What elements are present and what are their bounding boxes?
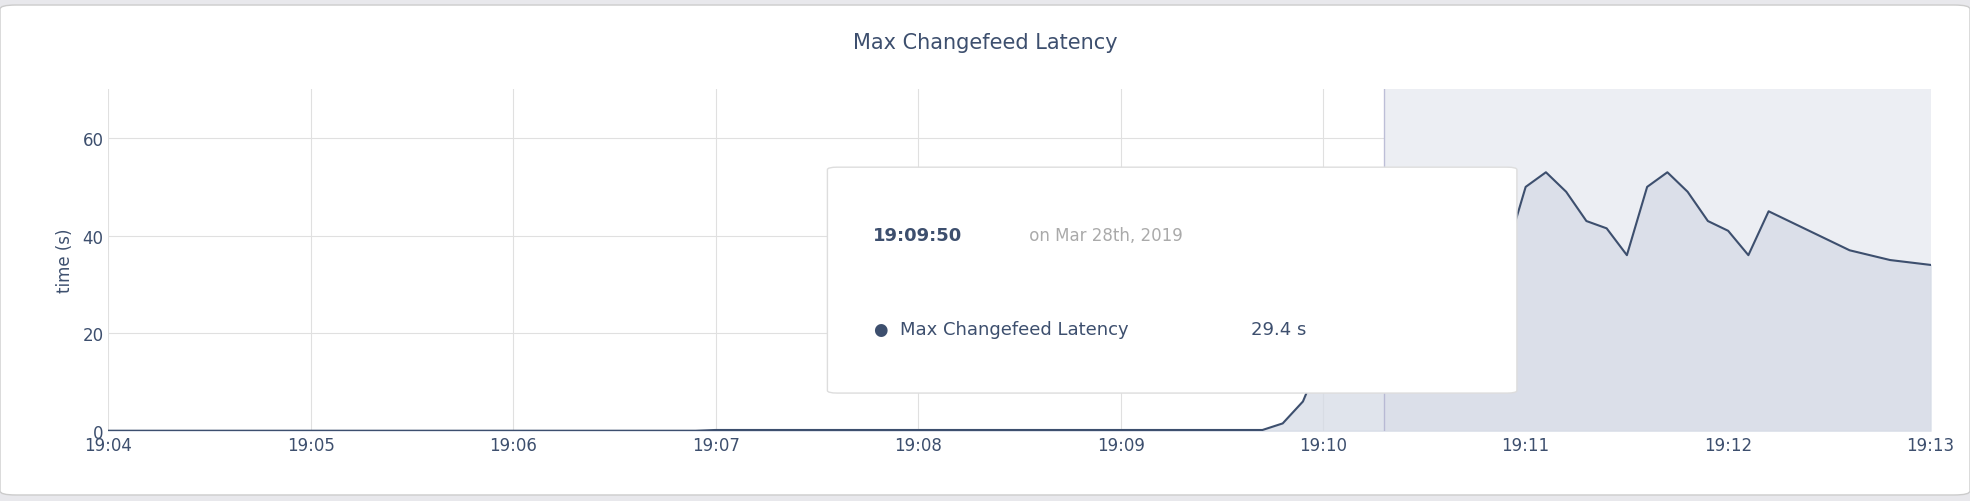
Text: ●: ● — [873, 320, 886, 338]
Text: 29.4 s: 29.4 s — [1251, 320, 1306, 338]
FancyBboxPatch shape — [0, 6, 1970, 495]
Text: on Mar 28th, 2019: on Mar 28th, 2019 — [1024, 226, 1184, 244]
Text: Max Changefeed Latency: Max Changefeed Latency — [900, 320, 1129, 338]
Text: 19:09:50: 19:09:50 — [873, 226, 961, 244]
Text: Max Changefeed Latency: Max Changefeed Latency — [853, 33, 1117, 53]
Bar — [1383, 90, 1931, 431]
Y-axis label: time (s): time (s) — [55, 228, 75, 293]
